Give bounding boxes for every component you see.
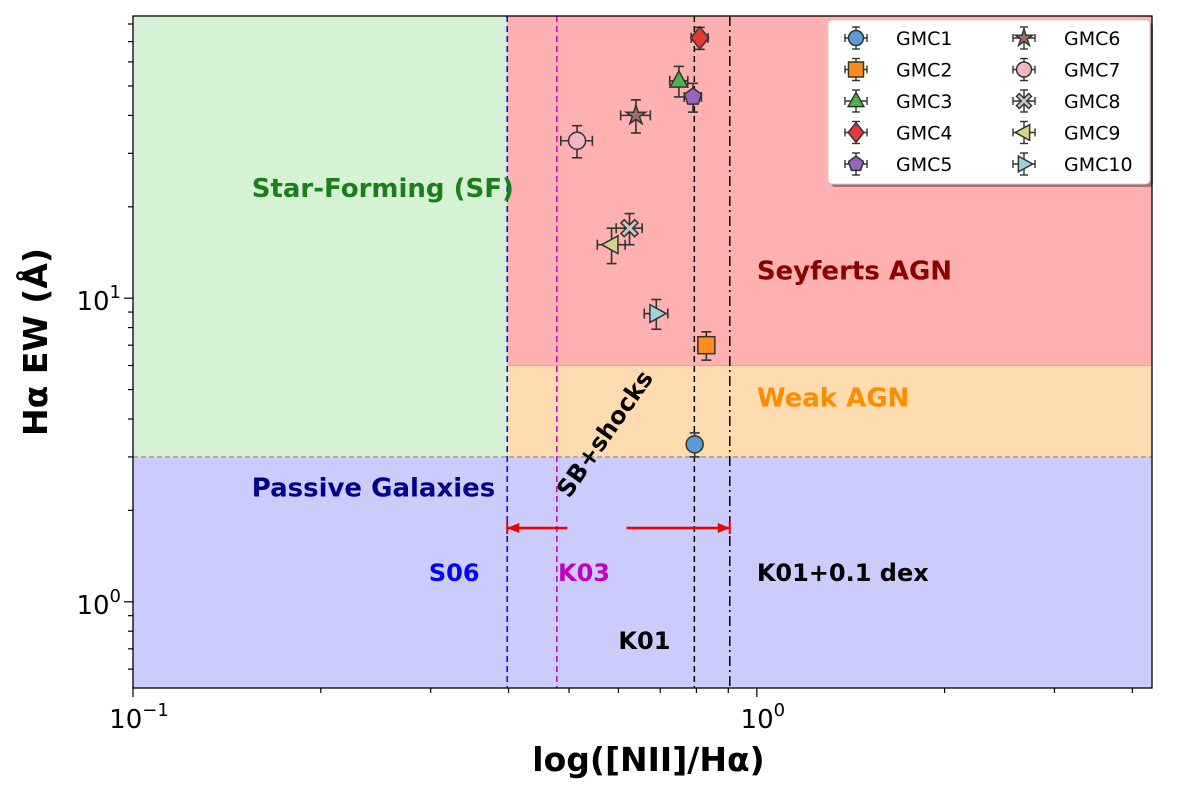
legend: GMC1 GMC2 GMC3 GMC4 GMC5 GMC6 GMC7 GMC8 GMC9 GMC1… [827, 19, 1153, 187]
y-tick-label: 101 [76, 282, 121, 317]
x-tick-label: 100 [741, 700, 786, 735]
legend-entry-GMC2: GMC2 [844, 57, 952, 82]
sb-arrow-left [506, 521, 568, 534]
legend-entry-GMC5: GMC5 [844, 152, 952, 176]
legend-entry-GMC6: GMC6 [1012, 26, 1120, 50]
data-points [559, 25, 716, 458]
line-label-K01-plus: K01+0.1 dex [757, 559, 929, 587]
legend-label-GMC3: GMC3 [896, 91, 952, 113]
region-passive [133, 456, 1152, 688]
region-labels: Star-Forming (SF) Seyferts AGN Weak AGN … [252, 174, 952, 503]
point-GMC5 [683, 82, 703, 113]
y-tick-label: 100 [76, 586, 121, 621]
point-GMC3 [668, 65, 690, 98]
x-tick-label: 10−1 [109, 700, 169, 735]
y-axis-label: Hα EW (Å) [15, 248, 55, 436]
line-label-K03: K03 [558, 559, 610, 587]
point-GMC4 [689, 25, 710, 51]
legend-entry-GMC7: GMC7 [1012, 57, 1120, 82]
tick-labels: 10−1 100 100 101 [76, 282, 785, 735]
axes [124, 15, 1153, 697]
legend-label-GMC5: GMC5 [896, 154, 952, 176]
legend-entry-GMC4: GMC4 [844, 120, 952, 145]
reference-lines [506, 16, 731, 688]
legend-label-GMC6: GMC6 [1064, 28, 1120, 50]
point-GMC8 [615, 212, 643, 246]
region-label-passive: Passive Galaxies [252, 474, 496, 504]
line-label-K01: K01 [618, 627, 670, 655]
sb-arrow-right [626, 521, 731, 534]
region-label-weak-agn: Weak AGN [757, 383, 910, 413]
point-GMC1 [685, 432, 704, 458]
region-star-forming [133, 16, 508, 457]
legend-entry-GMC8: GMC8 [1012, 89, 1120, 113]
line-label-S06: S06 [429, 559, 480, 587]
point-GMC9 [596, 227, 626, 265]
point-GMC6 [619, 99, 652, 134]
region-label-star-forming: Star-Forming (SF) [252, 174, 514, 204]
legend-label-GMC10: GMC10 [1064, 154, 1133, 176]
x-axis-label: log([NII]/Hα) [532, 740, 764, 779]
point-GMC2 [697, 330, 716, 361]
legend-label-GMC8: GMC8 [1064, 91, 1120, 113]
legend-label-GMC1: GMC1 [896, 28, 952, 50]
reference-line-labels: S06 K03 K01 K01+0.1 dex [429, 559, 929, 655]
legend-entry-GMC9: GMC9 [1012, 120, 1120, 145]
region-weak-agn [507, 365, 1152, 457]
legend-entry-GMC10: GMC10 [1012, 152, 1133, 176]
plot-frame [132, 15, 1153, 689]
legend-label-GMC7: GMC7 [1064, 60, 1120, 82]
legend-entry-GMC3: GMC3 [844, 89, 952, 113]
legend-label-GMC9: GMC9 [1064, 123, 1120, 145]
legend-label-GMC2: GMC2 [896, 60, 952, 82]
region-label-seyferts: Seyferts AGN [757, 257, 952, 287]
point-GMC7 [559, 124, 594, 159]
legend-label-GMC4: GMC4 [896, 123, 952, 145]
point-GMC10 [643, 298, 669, 331]
legend-box [827, 19, 1151, 185]
legend-entry-GMC1: GMC1 [844, 26, 952, 50]
